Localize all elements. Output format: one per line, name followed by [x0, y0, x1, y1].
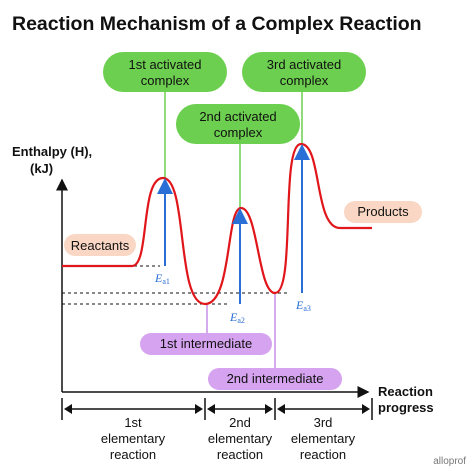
complex2-line2: complex	[214, 125, 263, 140]
step2-line1: 2nd	[229, 415, 251, 430]
intermediate1-label: 1st intermediate	[160, 336, 253, 351]
ea2-label: Ea2	[229, 310, 245, 325]
products-badge	[344, 201, 422, 223]
y-axis-label: Enthalpy (H),	[12, 144, 92, 159]
complex1-line1: 1st activated	[129, 57, 202, 72]
x-axis-label-2: progress	[378, 400, 434, 415]
step1-line2: elementary	[101, 431, 166, 446]
step3-line2: elementary	[291, 431, 356, 446]
complex2-box	[176, 104, 300, 144]
reaction-curve	[62, 142, 372, 306]
intermediate2-box	[208, 368, 342, 390]
ea1-label: Ea1	[154, 271, 170, 286]
complex2-line1: 2nd activated	[199, 109, 276, 124]
intermediate2-label: 2nd intermediate	[227, 371, 324, 386]
complex1-line2: complex	[141, 73, 190, 88]
intermediate1-box	[140, 333, 272, 355]
x-axis-label: Reaction	[378, 384, 433, 399]
products-label: Products	[357, 204, 409, 219]
step1-arrow	[64, 404, 203, 414]
y-axis-unit: (kJ)	[30, 161, 53, 176]
step2-arrow	[207, 404, 273, 414]
complex3-line2: complex	[280, 73, 329, 88]
step1-line3: reaction	[110, 447, 156, 462]
step3-line3: reaction	[300, 447, 346, 462]
reactants-label: Reactants	[71, 238, 130, 253]
brand-logo: alloprof	[433, 456, 466, 467]
step2-line3: reaction	[217, 447, 263, 462]
complex3-line1: 3rd activated	[267, 57, 341, 72]
complex1-box	[103, 52, 227, 92]
complex3-box	[242, 52, 366, 92]
step2-line2: elementary	[208, 431, 273, 446]
diagram-title: Reaction Mechanism of a Complex Reaction	[12, 13, 422, 35]
reactants-badge	[64, 234, 136, 256]
step3-arrow	[277, 404, 370, 414]
step1-line1: 1st	[124, 415, 142, 430]
step3-line1: 3rd	[314, 415, 333, 430]
ea3-label: Ea3	[295, 298, 311, 313]
